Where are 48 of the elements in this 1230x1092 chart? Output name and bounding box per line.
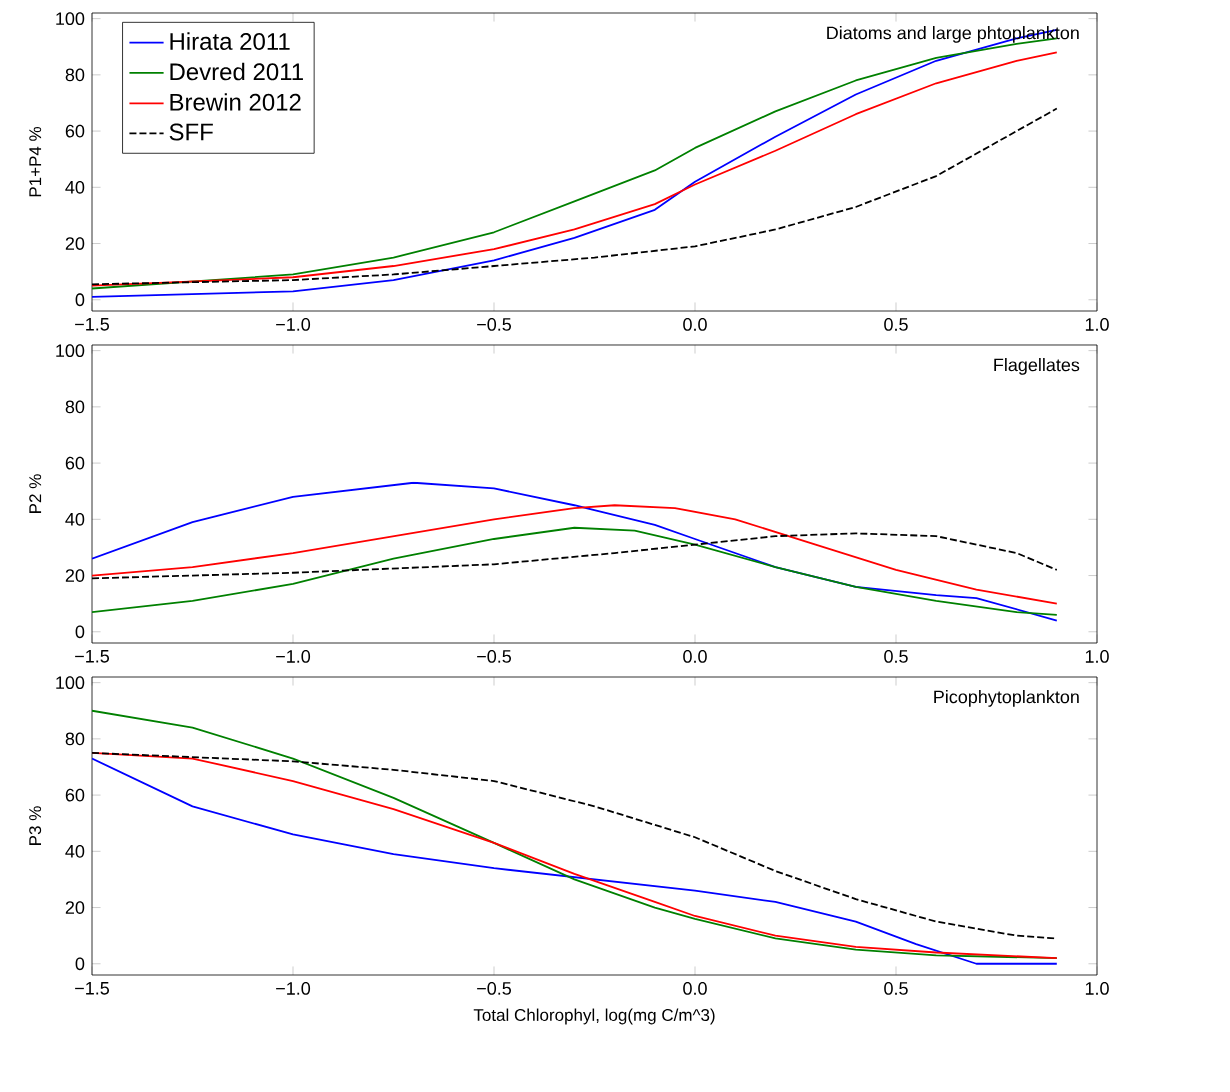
legend-label: SFF	[169, 123, 213, 141]
x-tick-label: −1.5	[75, 650, 110, 663]
legend-label: Hirata 2011	[170, 32, 290, 50]
x-tick-label: −1.0	[276, 650, 311, 663]
x-tick-label: 0.5	[884, 650, 908, 663]
legend-label: Brewin 2012	[170, 93, 301, 111]
x-tick-label: 1.0	[1085, 982, 1109, 995]
y-tick-label: 20	[65, 569, 85, 582]
y-tick-label: 100	[56, 12, 85, 26]
x-tick-label: 1.0	[1085, 318, 1109, 331]
y-tick-label: 0	[75, 957, 85, 971]
y-tick-label: 80	[65, 400, 85, 414]
x-axis-title: Total Chlorophyl, log(mg C/m^3)	[473, 1008, 715, 1025]
x-tick-label: −1.5	[75, 982, 110, 995]
x-tick-label: −0.5	[477, 318, 512, 331]
annotation: Picophytoplankton	[934, 690, 1079, 707]
y-tick-label: 0	[75, 625, 85, 639]
y-tick-label: 40	[65, 512, 85, 526]
line-series	[92, 526, 1058, 616]
y-tick-label: 20	[65, 237, 85, 250]
x-tick-label: 0.5	[884, 982, 908, 995]
y-axis-title: P1+P4 %	[29, 126, 42, 197]
x-tick-label: 0.0	[683, 650, 707, 663]
x-tick-label: 0.0	[683, 318, 707, 331]
y-tick-label: 80	[65, 732, 85, 746]
y-axis-title: P3 %	[29, 806, 42, 845]
x-tick-label: −0.5	[477, 982, 512, 995]
y-tick-label: 40	[65, 180, 85, 194]
x-tick-label: −1.5	[75, 318, 110, 331]
y-tick-label: 60	[65, 788, 85, 802]
legend-label: Devred 2011	[170, 62, 303, 81]
annotation: Flagellates	[994, 358, 1080, 375]
x-tick-label: −1.0	[276, 318, 311, 331]
x-tick-label: −1.0	[276, 982, 311, 995]
x-tick-label: 0.5	[884, 318, 908, 331]
line-series	[92, 481, 1058, 622]
y-axis-title: P2 %	[29, 474, 42, 513]
y-tick-label: 80	[65, 68, 85, 82]
x-tick-label: −0.5	[477, 650, 512, 663]
y-tick-label: 100	[56, 676, 85, 690]
y-tick-label: 100	[56, 344, 85, 358]
x-tick-label: 1.0	[1085, 650, 1109, 663]
y-tick-label: 60	[65, 124, 85, 138]
y-tick-label: 20	[65, 901, 85, 914]
x-tick-label: 0.0	[683, 982, 707, 995]
y-tick-label: 0	[75, 293, 85, 307]
y-tick-label: 60	[65, 456, 85, 470]
y-tick-label: 40	[65, 844, 85, 858]
